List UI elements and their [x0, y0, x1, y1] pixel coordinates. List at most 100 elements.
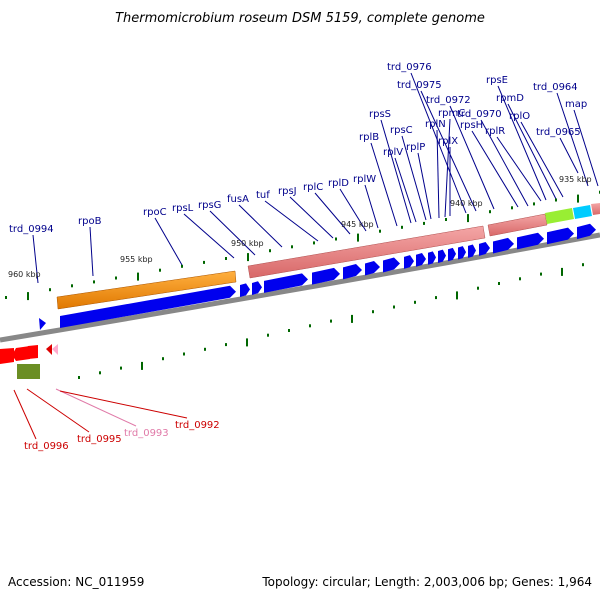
- gene-label-rplo: rplO: [509, 111, 530, 122]
- tick-mark-lower: [288, 329, 290, 332]
- gene-arrow-trd-0992: [46, 344, 52, 355]
- genome-summary-text: Topology: circular; Length: 2,003,006 bp…: [261, 575, 592, 589]
- tick-mark-lower: [78, 376, 80, 379]
- genome-title: Thermomicrobium roseum DSM 5159, complet…: [115, 11, 485, 26]
- tick-mark-upper: [203, 260, 205, 264]
- tick-mark-lower: [561, 267, 563, 276]
- connector-rplb: [370, 142, 398, 227]
- tick-mark-lower: [162, 357, 164, 361]
- connector-trd-0992: [59, 390, 188, 419]
- tick-mark-upper: [93, 280, 95, 284]
- gene-block-cyan: [573, 205, 592, 219]
- gene-arrow: [312, 267, 340, 285]
- tick-mark-upper: [225, 257, 227, 260]
- connector-rplc: [314, 192, 351, 235]
- tick-mark-lower: [309, 324, 311, 328]
- tick-label-935: 935 kbp: [559, 175, 592, 184]
- gene-label-rplp: rplP: [406, 142, 425, 153]
- tick-label-940: 940 kbp: [450, 199, 483, 208]
- connector-tuf: [264, 200, 319, 242]
- tick-mark-lower: [477, 286, 479, 290]
- label-connectors: [13, 72, 599, 440]
- gene-arrow: [577, 223, 596, 240]
- gene-arrow: [264, 273, 308, 293]
- gene-arrow: [448, 247, 456, 262]
- gene-block-salmon-3: [591, 203, 600, 215]
- connector-rpob: [89, 226, 94, 277]
- gene-arrow: [468, 244, 476, 258]
- connector-rpsh: [471, 130, 519, 208]
- tick-mark-upper: [335, 237, 337, 241]
- connector-rpmc: [444, 118, 451, 218]
- tick-mark-lower: [99, 371, 101, 375]
- gene-arrow: [438, 249, 446, 263]
- gene-label-trd-0995: trd_0995: [77, 434, 122, 445]
- tick-label-945: 945 kbp: [341, 220, 374, 229]
- gene-arrow: [416, 253, 426, 267]
- tick-mark-upper: [247, 253, 249, 262]
- connector-rpmd: [507, 103, 557, 200]
- gene-label-rpsh: rpsH: [460, 120, 483, 131]
- gene-label-rplc: rplC: [303, 182, 323, 193]
- tick-mark-lower: [393, 305, 395, 309]
- gene-arrow: [240, 283, 250, 298]
- connector-rplv: [394, 157, 417, 223]
- gene-label-tuf: tuf: [256, 190, 270, 201]
- gene-label-rpse: rpsE: [486, 75, 508, 86]
- tick-mark-lower: [225, 343, 227, 347]
- tick-mark-upper: [379, 229, 381, 233]
- tick-mark-lower: [519, 277, 521, 281]
- tick-mark-upper: [467, 214, 469, 223]
- tick-mark-upper: [291, 245, 293, 249]
- gene-arrow-trd-0996: [0, 348, 14, 364]
- tick-marks: [5, 190, 600, 379]
- tick-mark-upper: [489, 210, 491, 214]
- connector-trd-0993: [55, 388, 137, 427]
- tick-mark-upper: [401, 225, 403, 229]
- connector-rpse: [497, 85, 547, 201]
- gene-label-rpld: rplD: [328, 178, 349, 189]
- gene-label-trd-0993: trd_0993: [124, 428, 169, 439]
- gene-arrow: [343, 264, 362, 280]
- tick-mark-lower: [330, 319, 332, 323]
- tick-label-955: 955 kbp: [120, 255, 153, 264]
- gene-label-trd-0975: trd_0975: [397, 80, 442, 91]
- connector-rplw: [364, 184, 379, 229]
- tick-mark-upper: [445, 218, 447, 221]
- connector-trd-0964: [556, 92, 589, 187]
- gene-track: [0, 203, 600, 379]
- connector-trd-0976: [410, 72, 467, 214]
- tick-mark-upper: [27, 292, 29, 301]
- connector-trd-0995: [26, 388, 90, 433]
- gene-arrow: [383, 257, 400, 273]
- connector-rpsc: [401, 135, 427, 221]
- tick-mark-lower: [582, 263, 584, 267]
- connector-rpsl: [183, 213, 235, 259]
- gene-label-rpoc: rpoC: [143, 207, 167, 218]
- tick-mark-upper: [115, 276, 117, 280]
- connector-rpsg: [209, 210, 256, 256]
- tick-mark-upper: [577, 194, 579, 203]
- gene-label-rpsl: rpsL: [172, 203, 194, 214]
- gene-arrow: [517, 232, 544, 250]
- connector-rplo: [520, 121, 564, 198]
- tick-mark-lower: [141, 361, 143, 370]
- gene-arrow: [493, 237, 514, 254]
- tick-label-960: 960 kbp: [8, 270, 41, 279]
- gene-label-rpsj: rpsJ: [278, 186, 297, 197]
- gene-label-trd-0994: trd_0994: [9, 224, 54, 235]
- tick-mark-lower: [414, 300, 416, 304]
- gene-arrow-trd-0994: [39, 318, 46, 330]
- connector-rpss: [380, 119, 412, 224]
- gene-block-lime: [545, 208, 574, 224]
- gene-label-rpss: rpsS: [369, 109, 391, 120]
- blue-gene-arrows: [60, 223, 596, 328]
- gene-arrow: [479, 242, 490, 256]
- tick-mark-upper: [555, 198, 557, 202]
- tick-mark-lower: [540, 272, 542, 276]
- tick-mark-upper: [5, 296, 7, 299]
- gene-label-trd-0970: trd_0970: [457, 109, 502, 120]
- connector-trd-0994: [32, 234, 39, 284]
- connector-rpsj: [289, 196, 334, 239]
- connector-rpoc: [154, 217, 183, 266]
